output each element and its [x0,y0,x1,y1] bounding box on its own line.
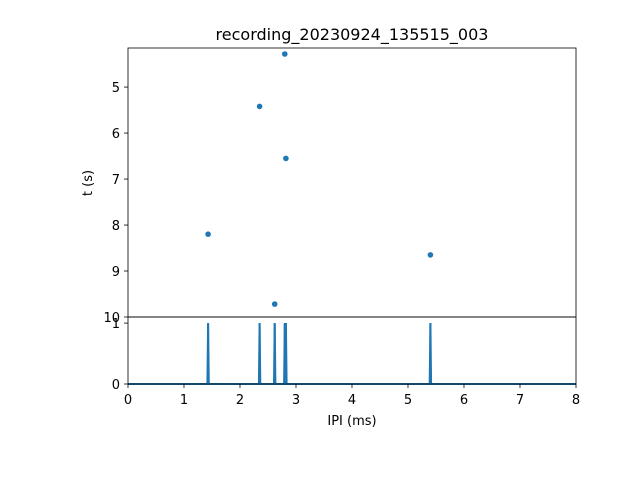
y-tick-label-bottom-0: 0 [112,378,120,393]
scatter-point-6 [271,301,278,307]
x-tick-label-1: 1 [180,393,188,408]
x-tick-label-2: 2 [236,393,244,408]
ipi-histogram-panel: 0 1 0 1 2 3 4 5 6 7 8 [112,316,580,408]
x-axis-label-bottom: IPI (ms) [327,414,376,429]
y-tick-label-top-10: 10 [103,311,120,326]
ipi-spike-line [128,323,576,385]
y-tick-label-top-5: 5 [112,81,120,96]
x-tick-label-3: 3 [292,393,300,408]
x-tick-label-5: 5 [404,393,412,408]
scatter-point-1 [282,51,288,57]
scatter-point-3 [283,155,289,162]
scatter-point-4 [205,231,211,237]
y-tick-label-top-7: 7 [112,173,120,188]
scatter-panel: 5 6 7 8 9 10 [103,47,577,326]
chart-title: recording_20230924_135515_003 [216,25,489,45]
x-tick-label-4: 4 [348,393,356,408]
ipi-axes-frame [127,316,577,385]
scatter-axes-frame [127,47,577,318]
y-tick-label-top-6: 6 [112,127,120,142]
x-tick-label-6: 6 [460,393,468,408]
y-tick-label-top-9: 9 [112,265,120,280]
x-tick-label-8: 8 [572,393,580,408]
y-axis-label-top: t (s) [81,170,96,196]
scatter-point-2 [256,103,263,110]
x-tick-label-0: 0 [124,393,132,408]
y-tick-label-bottom-1: 1 [112,317,120,332]
scatter-point-5 [427,252,434,258]
y-tick-label-top-8: 8 [112,219,120,234]
x-tick-label-7: 7 [516,393,524,408]
